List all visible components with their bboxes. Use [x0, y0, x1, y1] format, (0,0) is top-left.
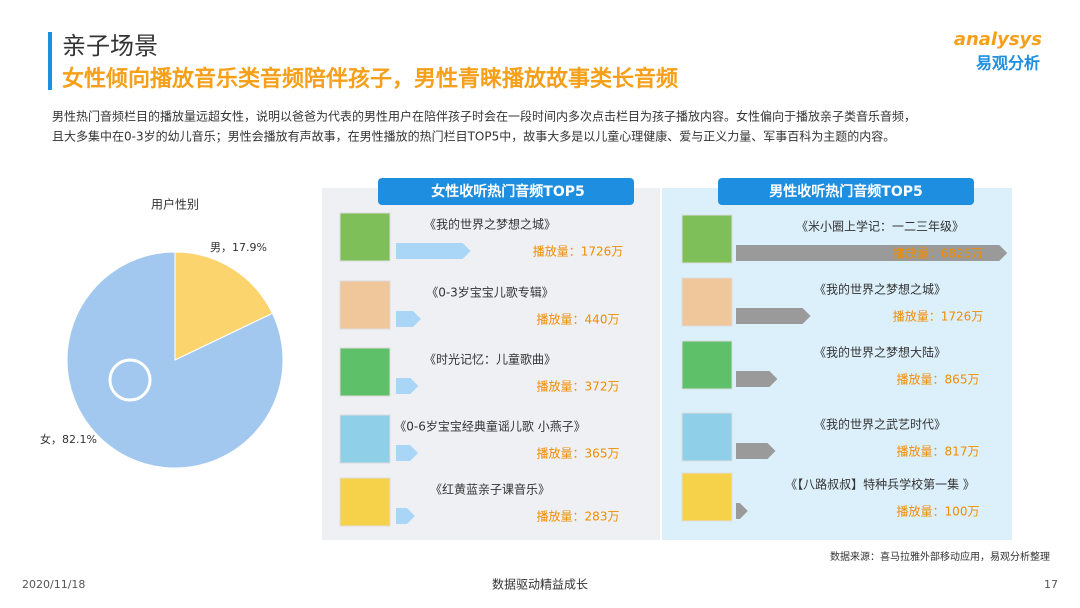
accent-bar [48, 32, 52, 90]
bar [396, 508, 415, 524]
panel-title: 女性收听热门音频TOP5 [431, 183, 584, 200]
value-label: 播放量：365万 [537, 446, 620, 461]
value-label: 播放量：1726万 [893, 309, 984, 324]
item-name: 《我的世界之梦想之城》 [424, 217, 556, 232]
thumbnail [339, 347, 391, 397]
pie-slice [174, 251, 274, 361]
value-label: 播放量：865万 [897, 372, 980, 387]
logo: analysys [954, 29, 1042, 50]
value-label: 播放量：817万 [897, 444, 980, 459]
paragraph: 男性热门音频栏目的播放量远超女性，说明以爸爸为代表的男性用户在陪伴孩子时会在一段… [52, 109, 916, 124]
title: 亲子场景 [62, 32, 158, 60]
source: 数据来源：喜马拉雅外部移动应用，易观分析整理 [830, 550, 1050, 563]
item-name: 《0-3岁宝宝儿歌专辑》 [426, 285, 554, 300]
bar [396, 378, 419, 394]
chart-title: 用户性别 [151, 197, 199, 212]
bar [736, 503, 748, 519]
bar [736, 245, 1008, 261]
item-name: 《0-6岁宝宝经典童谣儿歌 小燕子》 [394, 419, 585, 434]
page-number: 17 [1044, 578, 1058, 591]
thumbnail [339, 212, 391, 262]
item-name: 《我的世界之武艺时代》 [814, 417, 946, 432]
thumbnail [681, 277, 733, 327]
value-label: 播放量：372万 [537, 379, 620, 394]
bar [396, 445, 419, 461]
slice-label: 男，17.9% [210, 241, 267, 254]
thumbnail [339, 477, 391, 527]
bar [736, 308, 811, 324]
bar [396, 311, 421, 327]
thumbnail [339, 280, 391, 330]
icon [108, 358, 152, 402]
date: 2020/11/18 [22, 578, 85, 591]
value-label: 播放量：100万 [897, 504, 980, 519]
thumbnail [681, 340, 733, 390]
subtitle: 女性倾向播放音乐类音频陪伴孩子，男性青睐播放故事类长音频 [62, 66, 678, 92]
thumbnail [681, 412, 733, 462]
paragraph: 且大多集中在0-3岁的幼儿音乐；男性会播放有声故事，在男性播放的热门栏目TOP5… [52, 129, 895, 144]
thumbnail [339, 414, 391, 464]
value-label: 播放量：1726万 [533, 244, 624, 259]
item-name: 《红黄蓝亲子课音乐》 [430, 482, 550, 497]
value-label: 播放量：440万 [537, 312, 620, 327]
item-name: 《我的世界之梦想之城》 [814, 282, 946, 297]
thumbnail [681, 214, 733, 264]
bar [396, 243, 471, 259]
slogan: 数据驱动精益成长 [492, 577, 588, 592]
panel-title: 男性收听热门音频TOP5 [769, 183, 922, 200]
panel-header [378, 178, 634, 205]
item-name: 《我的世界之梦想大陆》 [814, 345, 946, 360]
value-label: 播放量：283万 [537, 509, 620, 524]
pie-slice [66, 251, 284, 469]
thumbnail [681, 472, 733, 522]
bar [736, 371, 778, 387]
value-label: 播放量：6825万 [893, 246, 984, 261]
item-name: 《米小圈上学记：一二三年级》 [796, 219, 964, 234]
item-name: 《【八路叔叔】特种兵学校第一集 》 [785, 477, 975, 492]
logo-cn: 易观分析 [976, 54, 1040, 73]
bar [736, 443, 776, 459]
slice-label: 女，82.1% [40, 432, 97, 446]
panel-header [718, 178, 974, 205]
item-name: 《时光记忆：儿童歌曲》 [424, 352, 556, 367]
